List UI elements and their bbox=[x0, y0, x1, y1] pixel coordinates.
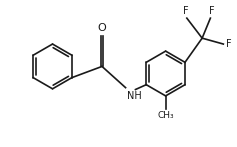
Text: F: F bbox=[226, 39, 232, 49]
Text: F: F bbox=[183, 6, 188, 16]
Text: CH₃: CH₃ bbox=[157, 111, 174, 120]
Text: NH: NH bbox=[127, 91, 141, 101]
Text: O: O bbox=[98, 23, 106, 34]
Text: F: F bbox=[209, 6, 214, 16]
